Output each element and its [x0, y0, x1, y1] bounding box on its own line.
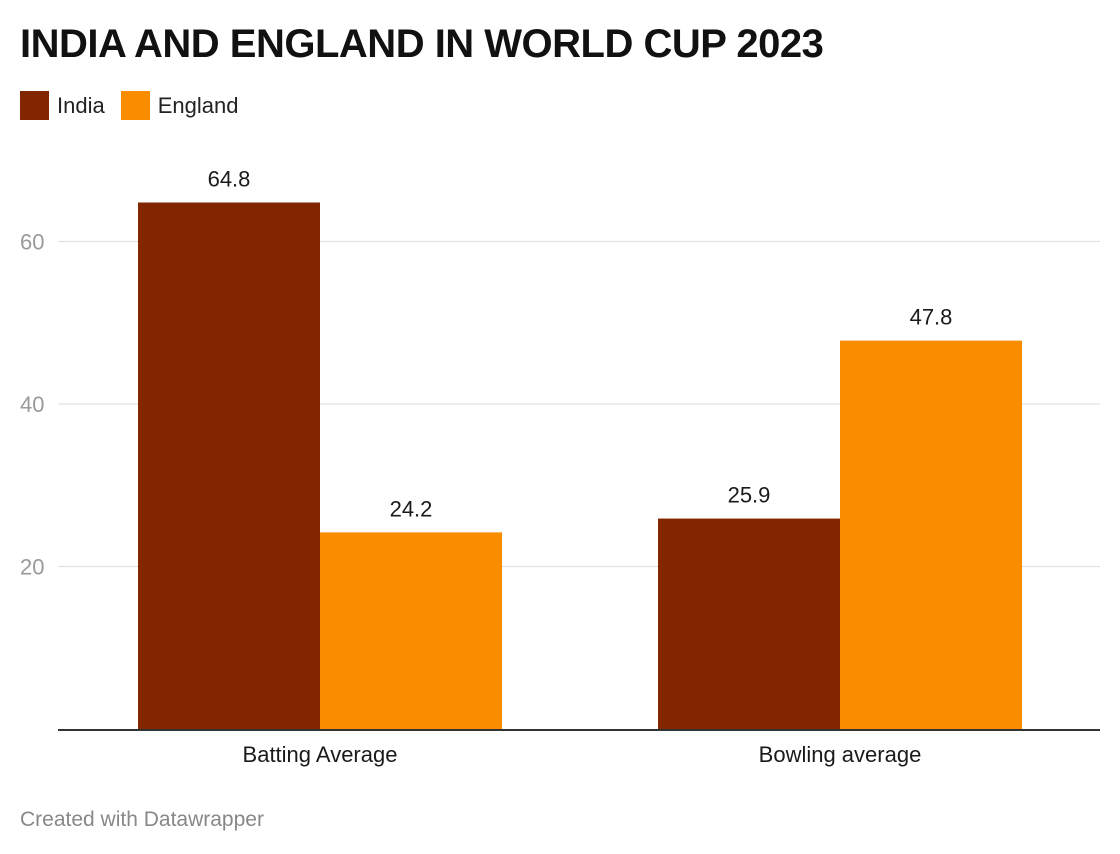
bar-england-batting-average — [320, 532, 502, 729]
x-tick-label-batting-average: Batting Average — [243, 742, 398, 767]
y-tick-label-20: 20 — [20, 555, 44, 580]
legend-item-england: England — [120, 91, 239, 120]
legend-label-india: India — [57, 92, 105, 118]
legend-swatch-india — [20, 91, 49, 120]
chart-legend: India England — [20, 91, 254, 120]
value-label-england-bowling-average: 47.8 — [910, 305, 953, 330]
y-tick-label-40: 40 — [20, 392, 44, 417]
x-tick-label-bowling-average: Bowling average — [759, 742, 922, 767]
bar-india-batting-average — [138, 202, 320, 729]
bar-india-bowling-average — [658, 518, 840, 729]
legend-swatch-england — [120, 91, 150, 120]
bar-england-bowling-average — [840, 340, 1022, 729]
value-label-india-bowling-average: 25.9 — [728, 483, 771, 508]
x-axis-labels: Batting Average Bowling average — [243, 742, 922, 767]
legend-item-india: India — [20, 91, 105, 120]
value-label-india-batting-average: 64.8 — [208, 167, 251, 192]
bars — [138, 202, 1022, 729]
value-labels: 64.8 24.2 25.9 47.8 — [208, 167, 953, 522]
legend-label-england: England — [157, 92, 239, 118]
value-label-england-batting-average: 24.2 — [390, 496, 433, 521]
chart-title: INDIA AND ENGLAND IN WORLD CUP 2023 — [20, 22, 824, 66]
footer-credit: Created with Datawrapper — [20, 808, 264, 831]
y-tick-label-60: 60 — [20, 230, 44, 255]
